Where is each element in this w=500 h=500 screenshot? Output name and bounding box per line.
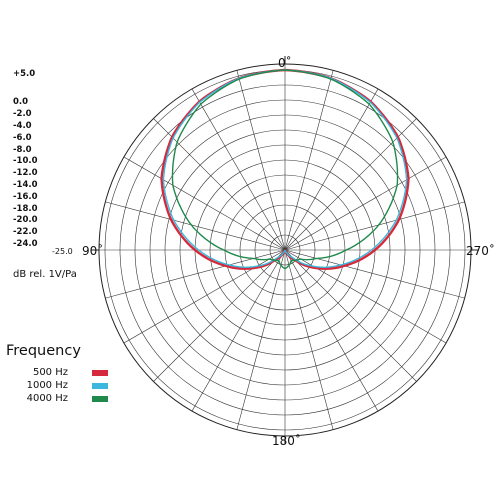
legend-item: 4000 Hz (0, 393, 110, 407)
radial-tick-label: -12.0 (13, 168, 38, 178)
angle-label-180: 180˚ (272, 434, 301, 448)
radial-tick-label: -14.0 (13, 180, 38, 190)
radial-tick-label: -16.0 (13, 192, 38, 202)
legend-title: Frequency (6, 343, 81, 359)
legend-item: 500 Hz (0, 367, 110, 381)
series-curve-1000-hz (162, 69, 408, 269)
legend-label: 500 Hz (32, 367, 68, 378)
radial-tick-label: -2.0 (13, 109, 32, 119)
grid-spoke (284, 249, 334, 430)
grid-spoke (123, 249, 286, 344)
radial-tick-label: -22.0 (13, 227, 38, 237)
angle-label-0: 0˚ (278, 56, 292, 70)
radial-tick-label: -8.0 (13, 145, 32, 155)
radial-tick-label: 0.0 (13, 97, 29, 107)
grid-spoke (284, 249, 417, 382)
grid-spoke (153, 249, 286, 382)
angle-label-90: 90˚ (82, 244, 104, 258)
grid-spoke (236, 249, 286, 430)
legend-swatch (92, 383, 108, 389)
radial-tick-label: +5.0 (13, 69, 36, 79)
grid-spoke (284, 201, 465, 251)
radial-unit-label: dB rel. 1V/Pa (13, 269, 77, 280)
radial-tick-label: -10.0 (13, 156, 38, 166)
grid-spoke (284, 249, 379, 412)
grid-spoke (105, 249, 286, 299)
radial-tick-label: -4.0 (13, 121, 32, 131)
grid-spoke (191, 88, 286, 251)
legend-item: 1000 Hz (0, 380, 110, 394)
angle-label-270: 270˚ (466, 244, 495, 258)
series-curve-4000-hz (171, 69, 399, 270)
series-layer (160, 68, 410, 270)
grid-spoke (153, 118, 286, 251)
radial-tick-label: -18.0 (13, 204, 38, 214)
radial-tick-label: -20.0 (13, 215, 38, 225)
grid-spoke (284, 249, 465, 299)
legend-label: 4000 Hz (26, 393, 68, 404)
radial-tick-label: -6.0 (13, 133, 32, 143)
legend-label: 1000 Hz (26, 380, 68, 391)
grid-spoke (284, 88, 379, 251)
grid-spoke (123, 156, 286, 251)
legend-swatch (92, 370, 108, 376)
grid-spoke (105, 201, 286, 251)
grid-spoke (284, 249, 447, 344)
polar-grid (91, 56, 479, 444)
grid-spoke (284, 70, 334, 251)
radial-tick-label: -24.0 (13, 239, 38, 249)
grid-spoke (191, 249, 286, 412)
grid-spoke (284, 118, 417, 251)
legend-swatch (92, 396, 108, 402)
radial-min-label: -25.0 (52, 247, 73, 256)
grid-spoke (284, 156, 447, 251)
grid-spoke (236, 70, 286, 251)
